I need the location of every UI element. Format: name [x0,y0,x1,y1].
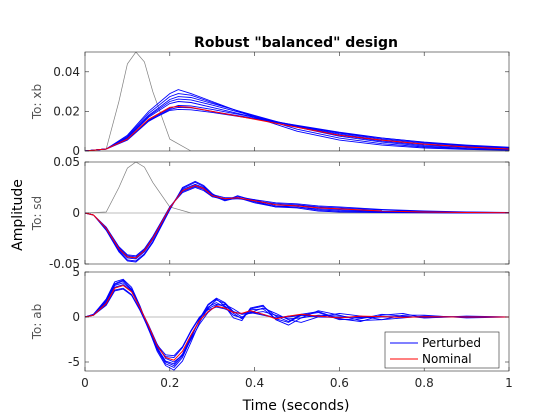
reference-input-curve [85,162,509,214]
y-tick-label: -0.05 [49,257,80,271]
y-tick-label: 0.04 [53,65,80,79]
chart-title: Robust "balanced" design [194,35,398,51]
x-tick-label: 0.6 [330,376,349,390]
perturbed-curve-5 [85,180,509,263]
output-channel-label: To: xb [30,84,44,120]
nominal-curve [85,105,509,151]
perturbed-curve-1 [85,278,509,371]
x-tick-label: 0.2 [160,376,179,390]
perturbed-curve-4 [85,187,509,257]
y-tick-label: -5 [68,355,80,369]
x-axis-label: Time (seconds) [242,398,350,414]
x-tick-label: 0 [81,376,89,390]
legend-box [384,331,500,369]
subplot-plot-area [85,278,509,371]
y-tick-label: 0 [72,144,80,158]
perturbed-curve-8 [85,108,509,151]
nominal-curve [85,284,509,361]
perturbed-curve-1 [85,181,509,262]
perturbed-curve-6 [85,98,509,151]
subplot-2: -0.05 0 0.05 To: sd [30,155,510,271]
reference-input-curve [85,52,509,151]
y-tick-label: 0.05 [53,155,80,169]
subplot-plot-area [85,52,509,151]
output-channel-label: To: ab [30,304,44,340]
x-tick-label: 0.4 [245,376,264,390]
x-tick-label: 0.8 [415,376,434,390]
subplot-axes-frame [84,271,510,372]
y-tick-label: 0 [72,206,80,220]
y-axis-label: Amplitude [10,179,26,251]
legend: Perturbed Nominal [384,331,500,369]
y-tick-label: 0 [72,310,80,324]
perturbed-curve-7 [85,282,509,365]
x-tick-label: 1 [505,376,513,390]
perturbed-curve-7 [85,93,509,151]
nominal-curve [85,184,509,259]
output-channel-label: To: sd [30,196,44,231]
legend-label-perturbed: Perturbed [422,336,481,350]
subplot-axes-frame [84,51,510,152]
y-tick-label: 0.02 [53,104,80,118]
subplot-1: 0 0.02 0.04 To: xb [30,51,510,158]
y-tick-label: 5 [72,265,80,279]
subplot-plot-area [85,162,509,263]
perturbed-curve-1 [85,89,509,151]
legend-label-nominal: Nominal [422,352,472,366]
